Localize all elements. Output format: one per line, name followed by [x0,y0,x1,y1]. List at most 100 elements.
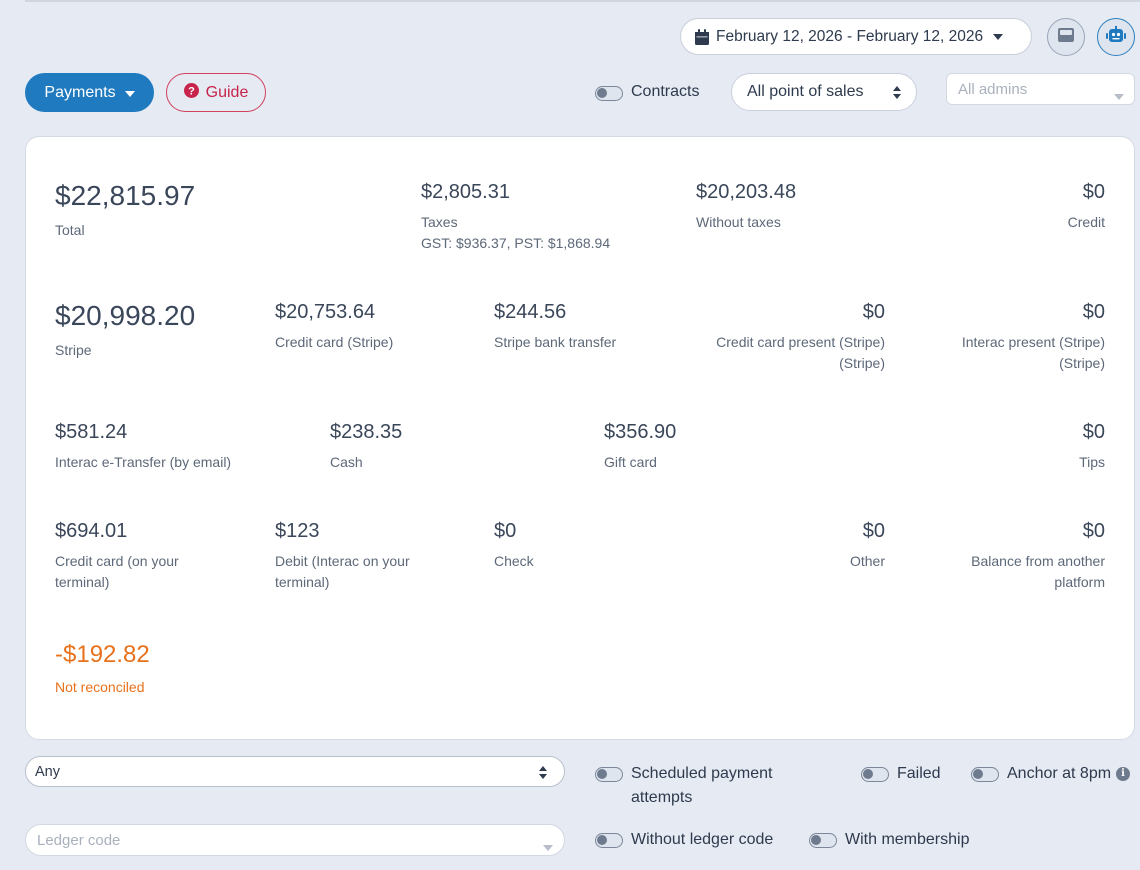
info-icon[interactable]: i [1116,767,1131,781]
without-ledger-label: Without ledger code [631,831,774,848]
stat-label: Not reconciled [55,679,145,695]
stat-label: Taxes [421,214,458,230]
anchor-toggle-row: Anchor at 8pm i [971,762,1131,786]
stat-credit: $0 Credit [1068,182,1105,233]
stat-label: Interac e-Transfer (by email) [55,454,232,470]
stat-stripe-bank-transfer: $244.56 Stripe bank transfer [494,302,616,353]
ledger-code-placeholder: Ledger code [37,831,121,849]
stat-label-line2: (Stripe) [1059,355,1105,371]
guide-button[interactable]: ? Guide [166,73,266,112]
stat-debit-terminal: $123 Debit (Interac on your terminal) [275,521,410,593]
contracts-toggle-label: Contracts [631,83,700,100]
stat-credit-card-present: $0 Credit card present (Stripe) (Stripe) [716,302,885,374]
ledger-code-select[interactable]: Ledger code [25,824,565,856]
stat-credit-card-terminal: $694.01 Credit card (on your terminal) [55,521,179,593]
stat-amount: $0 [1082,181,1105,203]
stat-amount: $0 [1082,301,1105,323]
without-ledger-toggle[interactable] [595,833,623,848]
stat-label-line2: terminal) [55,574,110,590]
chevron-down-icon [543,838,553,855]
anchor-8pm-toggle[interactable] [971,767,999,782]
stat-taxes: $2,805.31 Taxes GST: $936.37, PST: $1,86… [421,182,610,254]
stat-label: Cash [330,454,363,470]
stat-tips: $0 Tips [1079,422,1105,473]
anchor-toggle-label: Anchor at 8pm [1007,765,1112,782]
updown-arrows-icon [893,86,901,104]
stat-balance-other-platform: $0 Balance from another platform [971,521,1105,593]
stat-amount: $20,998.20 [55,300,196,331]
stat-label: Credit card present (Stripe) [716,334,885,350]
stat-amount: $0 [494,520,517,542]
stat-label: Credit card (on your [55,553,179,569]
question-circle-icon: ? [183,82,199,103]
stat-amount: $123 [275,520,320,542]
stat-amount: $238.35 [330,421,403,443]
payments-dropdown-button[interactable]: Payments [25,73,154,112]
date-range-picker[interactable]: February 12, 2026 - February 12, 2026 [680,18,1032,55]
stat-interac-present: $0 Interac present (Stripe) (Stripe) [962,302,1105,374]
stat-label: Check [494,553,534,569]
stat-without-taxes: $20,203.48 Without taxes [696,182,796,233]
failed-toggle-label: Failed [897,765,941,782]
point-of-sale-select[interactable]: All point of sales [731,73,917,111]
stat-label-line2: terminal) [275,574,330,590]
admins-placeholder: All admins [958,80,1028,98]
stat-amount: $0 [1082,520,1105,542]
stat-label: Gift card [604,454,657,470]
stat-amount: $20,203.48 [696,181,797,203]
payments-button-label: Payments [44,83,116,101]
scheduled-label-line2: attempts [631,789,693,806]
stat-label-line2: (Stripe) [839,355,885,371]
stat-amount: $356.90 [604,421,677,443]
stat-gift-card: $356.90 Gift card [604,422,676,473]
scheduled-toggle-row: Scheduled payment attempts [595,762,772,810]
stat-credit-card-stripe: $20,753.64 Credit card (Stripe) [275,302,393,353]
stat-label: Total [55,222,85,238]
stat-check: $0 Check [494,521,534,572]
contracts-toggle[interactable] [595,86,623,101]
stat-total: $22,815.97 Total [55,182,195,241]
status-select[interactable]: Any [25,756,565,787]
stat-other: $0 Other [850,521,885,572]
scheduled-attempts-toggle[interactable] [595,767,623,782]
stat-amount: $2,805.31 [421,181,510,203]
payments-summary-card: $22,815.97 Total $2,805.31 Taxes GST: $9… [25,136,1135,740]
failed-toggle[interactable] [861,767,889,782]
admins-select[interactable]: All admins [946,73,1135,105]
top-divider [25,0,1140,2]
caret-down-icon [124,84,135,102]
stat-interac-etransfer: $581.24 Interac e-Transfer (by email) [55,422,231,473]
guide-button-label: Guide [205,83,249,101]
stat-label: Balance from another [971,553,1105,569]
stat-amount: -$192.82 [55,641,150,668]
updown-arrows-icon [539,766,547,783]
stat-label: Tips [1079,454,1105,470]
stat-amount: $581.24 [55,421,128,443]
point-of-sale-value: All point of sales [747,83,864,100]
stat-amount: $0 [1082,421,1105,443]
scheduled-toggle-label: Scheduled payment attempts [631,762,772,810]
with-membership-label: With membership [845,831,970,848]
stat-label: Credit [1067,214,1105,230]
cash-register-button[interactable] [1047,18,1085,56]
with-membership-toggle[interactable] [809,833,837,848]
cash-register-icon [1058,27,1074,47]
stat-cash: $238.35 Cash [330,422,402,473]
tax-breakdown: GST: $936.37, PST: $1,868.94 [421,235,611,251]
stat-amount: $22,815.97 [55,180,196,211]
date-range-label: February 12, 2026 - February 12, 2026 [716,27,984,45]
assistant-button[interactable] [1097,18,1135,56]
stat-amount: $244.56 [494,301,567,323]
scheduled-label-line1: Scheduled payment [631,765,773,782]
chevron-down-icon [1114,87,1124,104]
stat-amount: $694.01 [55,520,128,542]
stat-not-reconciled: -$192.82 Not reconciled [55,643,150,698]
svg-text:?: ? [188,85,195,97]
stat-amount: $0 [862,520,885,542]
stat-label: Without taxes [696,214,781,230]
calendar-icon [695,28,709,45]
robot-icon [1106,26,1126,48]
with-membership-toggle-row: With membership [809,830,969,850]
stat-label: Credit card (Stripe) [275,334,394,350]
caret-down-icon [993,33,1004,40]
